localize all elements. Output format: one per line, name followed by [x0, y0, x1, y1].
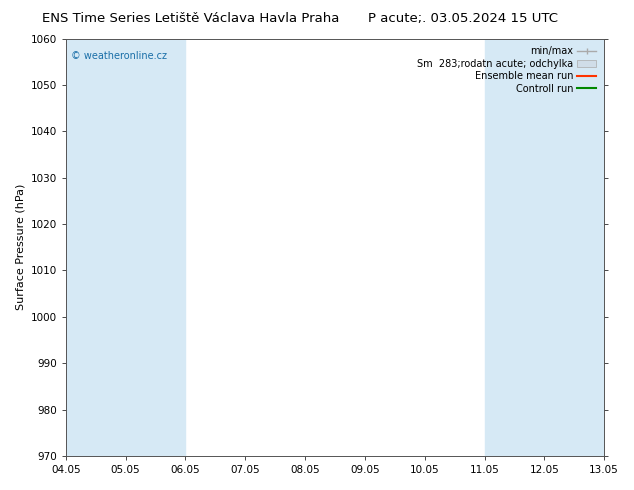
Y-axis label: Surface Pressure (hPa): Surface Pressure (hPa) — [15, 184, 25, 311]
Text: P acute;. 03.05.2024 15 UTC: P acute;. 03.05.2024 15 UTC — [368, 12, 558, 25]
Text: © weatheronline.cz: © weatheronline.cz — [71, 51, 167, 61]
Text: ENS Time Series Letiště Václava Havla Praha: ENS Time Series Letiště Václava Havla Pr… — [41, 12, 339, 25]
Bar — [545, 39, 604, 456]
Bar — [484, 39, 545, 456]
Legend: min/max, Sm  283;rodatn acute; odchylka, Ensemble mean run, Controll run: min/max, Sm 283;rodatn acute; odchylka, … — [414, 44, 599, 97]
Bar — [66, 39, 186, 456]
